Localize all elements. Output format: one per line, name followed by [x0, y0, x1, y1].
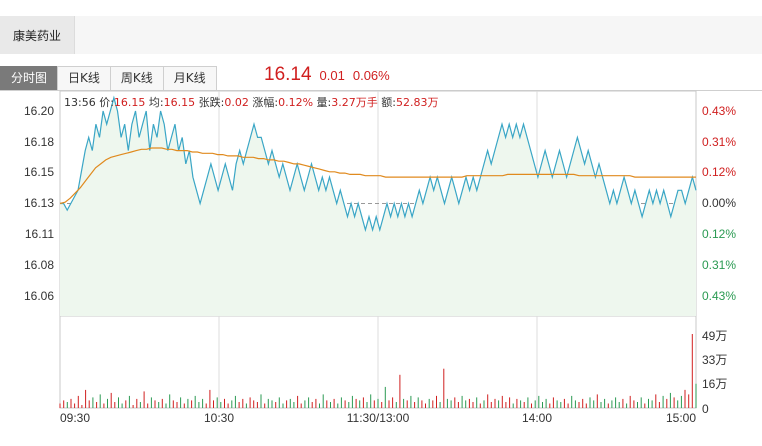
- avg-series-line: [59, 147, 696, 205]
- quote-summary: 16.14 0.01 0.06%: [264, 64, 390, 86]
- tab-daily-k[interactable]: 日K线: [57, 66, 110, 91]
- price-tick-label: 16.13: [24, 196, 54, 210]
- info-avg-label: 均:: [148, 96, 164, 109]
- pct-tick-label: 0.12%: [702, 165, 736, 179]
- price-tick-label: 16.11: [25, 227, 54, 241]
- time-tick-label: 14:00: [522, 411, 552, 425]
- volume-tick-label: 16万: [702, 377, 727, 391]
- price-series-line: [60, 95, 697, 233]
- info-vol-label: 量:: [316, 96, 332, 109]
- info-vol: 3.27万手: [331, 96, 378, 109]
- info-chgpct-label: 涨幅:: [252, 96, 279, 109]
- stock-tab[interactable]: 康美药业: [0, 16, 75, 54]
- time-tick-label: 09:30: [60, 411, 90, 425]
- info-price: 16.15: [113, 96, 146, 109]
- price-tick-label: 16.08: [24, 258, 54, 272]
- pct-tick-label: 0.31%: [702, 258, 736, 272]
- pct-tick-label: 0.00%: [702, 196, 736, 210]
- time-tick-label: 15:00: [666, 411, 696, 425]
- time-tick-label: 11:30/13:00: [347, 411, 410, 425]
- stock-name: 康美药业: [12, 28, 61, 43]
- price-tick-label: 16.18: [24, 135, 54, 149]
- pct-tick-label: 0.43%: [702, 104, 736, 118]
- volume-tick-label: 0: [702, 402, 709, 416]
- info-amt: 52.83万: [395, 96, 439, 109]
- tab-intraday[interactable]: 分时图: [0, 66, 58, 91]
- price-tick-label: 16.20: [24, 104, 54, 118]
- price-tick-label: 16.06: [24, 289, 54, 303]
- volume-tick-label: 49万: [702, 329, 727, 343]
- pct-tick-label: 0.31%: [702, 135, 736, 149]
- time-tick-label: 10:30: [204, 411, 234, 425]
- crosshair-info: 13:56 价:16.15 均:16.15 张跌:0.02 涨幅:0.12% 量…: [64, 94, 438, 110]
- price-area-fill: [60, 97, 696, 316]
- last-price: 16.14: [264, 64, 312, 85]
- pct-tick-label: 0.43%: [702, 289, 736, 303]
- info-chgpct: 0.12%: [278, 96, 314, 109]
- price-change: 0.01: [319, 68, 345, 83]
- info-time: 13:56: [64, 96, 96, 109]
- pct-tick-label: 0.12%: [702, 227, 736, 241]
- price-change-pct: 0.06%: [352, 68, 390, 83]
- info-chg: 0.02: [224, 96, 249, 109]
- info-chg-label: 张跌:: [198, 96, 225, 109]
- info-price-label: 价:: [99, 96, 114, 109]
- volume-tick-label: 33万: [702, 353, 727, 367]
- info-avg: 16.15: [163, 96, 196, 109]
- price-tick-label: 16.15: [24, 165, 54, 179]
- stock-tab-strip: [75, 16, 762, 54]
- info-amt-label: 额:: [381, 96, 396, 109]
